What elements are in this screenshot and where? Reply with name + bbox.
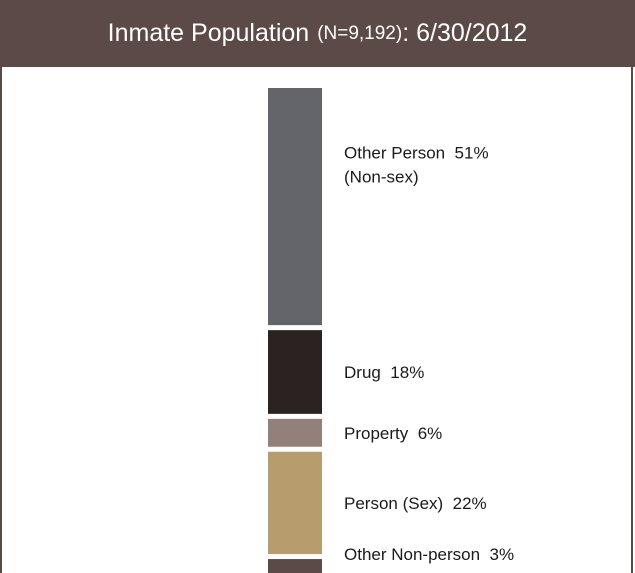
segment-label-drug: Drug 18% [344,363,424,382]
bar-segment-other-non-person [268,559,322,573]
chart-title-n: (N=9,192) [317,22,403,44]
bar-segment-person-sex [268,451,322,555]
chart-title-bar: Inmate Population (N=9,192) : 6/30/2012 [0,0,635,67]
segment-label-other-person: Other Person 51% [344,144,489,163]
segment-label-person-sex: Person (Sex) 22% [344,494,487,513]
chart-title-date: : 6/30/2012 [402,19,528,47]
bar-segment-property [268,418,322,447]
bar-segment-drug [268,330,322,414]
chart-title: Inmate Population [107,19,310,47]
segment-label-other-non-person: Other Non-person 3% [344,545,514,564]
segment-sublabel-other-person: (Non-sex) [344,168,419,187]
bar-segment-other-person [268,88,322,326]
segment-label-property: Property 6% [344,424,442,443]
